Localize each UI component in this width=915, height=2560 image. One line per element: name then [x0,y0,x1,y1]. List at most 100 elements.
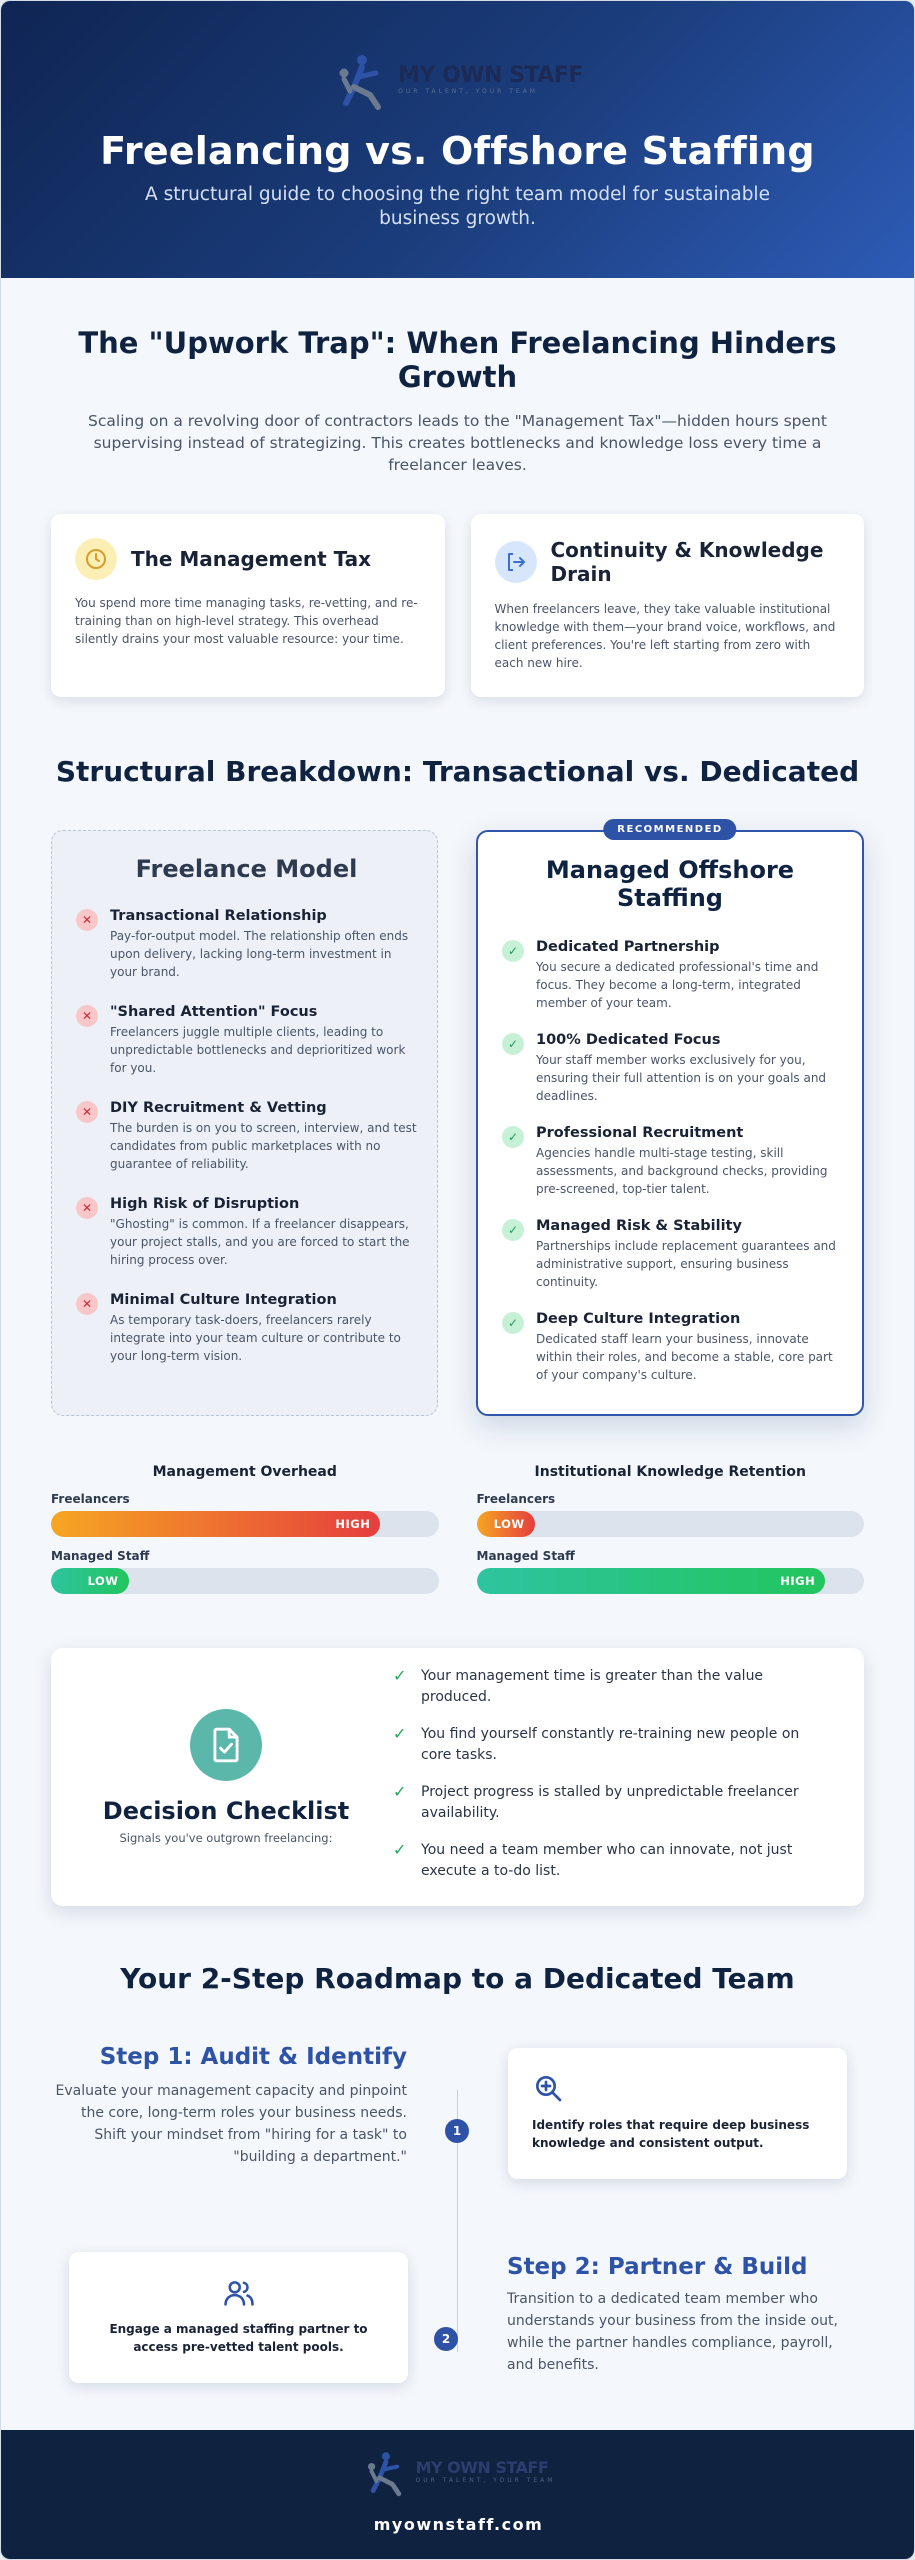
bar-level: LOW [87,1574,119,1588]
brand-tagline: OUR TALENT, YOUR TEAM [398,88,538,95]
bar-level: LOW [493,1517,525,1531]
item-text: Your staff member works exclusively for … [536,1053,827,1103]
decision-checklist: Decision Checklist Signals you've outgro… [51,1648,864,1906]
bar-group-title: Management Overhead [152,1464,337,1480]
exit-icon [494,541,537,583]
bar-label: Freelancers [51,1492,130,1506]
management-overhead-group: Management Overhead Freelancers HIGH Man… [51,1464,439,1594]
step-description: Evaluate your management capacity and pi… [55,2083,407,2165]
item-text: Agencies handle multi-stage testing, ski… [536,1146,828,1196]
item-title: Deep Culture Integration [536,1311,741,1327]
search-plus-icon [536,2076,562,2102]
page-title: Freelancing vs. Offshore Staffing [100,129,815,173]
item-title: 100% Dedicated Focus [536,1032,721,1048]
bar-label: Freelancers [476,1492,556,1506]
list-item: ✕ "Shared Attention" Focus Freelancers ju… [76,1003,417,1077]
item-title: "Shared Attention" Focus [110,1004,318,1020]
item-text: You secure a dedicated professional's ti… [536,960,819,1010]
x-icon: ✕ [76,909,98,931]
bar-label: Managed Staff [476,1549,575,1563]
list-item: ✕ Minimal Culture Integration As temporar… [76,1291,417,1365]
step-2-text: Step 2: Partner & Build Transition to a … [507,2254,847,2376]
trap-title: The "Upwork Trap": When Freelancing Hind… [78,326,837,394]
list-item: ✕ DIY Recruitment & Vetting The burden is… [76,1099,417,1173]
brand-tagline: OUR TALENT, YOUR TEAM [415,2477,556,2484]
card-text: When freelancers leave, they take valuab… [494,602,836,670]
checklist-item: ✓ Project progress is stalled by unpredic… [393,1782,828,1824]
check-icon: ✓ [502,1126,524,1148]
list-item: ✓ Dedicated Partnership You secure a dedi… [502,938,838,1012]
clock-icon [75,538,117,580]
knowledge-drain-card: Continuity & Knowledge Drain When freela… [470,514,864,697]
step-1-card: Identify roles that require deep busines… [508,2048,847,2179]
item-text: Freelancers juggle multiple clients, lea… [110,1025,406,1075]
checklist-item: ✓ You find yourself constantly re-trainin… [393,1724,828,1766]
roadmap-section: Your 2-Step Roadmap to a Dedicated Team … [1,1962,914,2442]
brand-logo: MY OWN STAFF OUR TALENT, YOUR TEAM [332,49,583,113]
logo-figure-icon [367,2452,401,2497]
bar-fill: HIGH [51,1511,381,1537]
checklist-text: Your management time is greater than the… [421,1668,764,1705]
list-item: ✕ High Risk of Disruption "Ghosting" is c… [76,1195,417,1269]
breakdown-title: Structural Breakdown: Transactional vs. … [55,755,860,788]
x-icon: ✕ [76,1101,98,1123]
bar-track: LOW [476,1511,864,1537]
x-icon: ✕ [76,1005,98,1027]
item-text: Pay-for-output model. The relationship o… [110,929,409,979]
bar-fill: HIGH [476,1568,826,1594]
logo-figure-icon [339,55,382,110]
step-1-marker: 1 [445,2119,469,2143]
check-icon: ✓ [502,1312,524,1334]
item-title: Professional Recruitment [536,1125,744,1141]
item-title: High Risk of Disruption [110,1196,300,1212]
document-check-icon [190,1709,262,1781]
knowledge-retention-group: Institutional Knowledge Retention Freela… [476,1464,864,1594]
item-title: Managed Risk & Stability [536,1218,742,1234]
list-item: ✓ Managed Risk & Stability Partnerships i… [502,1217,838,1291]
page-subtitle: A structural guide to choosing the right… [145,184,770,229]
item-text: Partnerships include replacement guarant… [536,1239,836,1289]
checklist-text: You find yourself constantly re-training… [421,1726,800,1763]
recommended-badge: RECOMMENDED [603,819,737,840]
check-icon: ✓ [502,940,524,962]
item-text: As temporary task-doers, freelancers rar… [110,1313,401,1363]
freelance-title: Freelance Model [135,855,358,883]
managed-staffing-panel: RECOMMENDED Managed Offshore Staffing ✓ … [476,819,864,1416]
bar-label: Managed Staff [51,1549,150,1563]
step-card-text: Identify roles that require deep busines… [532,2118,810,2150]
bar-track: HIGH [51,1511,439,1537]
brand-name: MY OWN STAFF [415,2458,549,2477]
check-icon: ✓ [393,1666,407,1685]
bar-group-title: Institutional Knowledge Retention [534,1464,806,1480]
bar-level: HIGH [780,1574,816,1588]
website-link[interactable]: myownstaff.com [373,2515,544,2534]
card-title: The Management Tax [131,547,372,571]
list-item: ✓ Professional Recruitment Agencies handl… [502,1124,838,1198]
check-icon: ✓ [502,1033,524,1055]
step-title: Step 2: Partner & Build [507,2254,808,2280]
item-text: Dedicated staff learn your business, inn… [536,1332,833,1382]
upwork-trap-section: The "Upwork Trap": When Freelancing Hind… [1,278,914,697]
bar-level: HIGH [335,1517,371,1531]
users-icon [223,2281,254,2306]
step-2-marker: 2 [434,2327,458,2351]
list-item: ✓ Deep Culture Integration Dedicated staf… [502,1310,838,1384]
x-icon: ✕ [76,1197,98,1219]
checklist-subtitle: Signals you've outgrown freelancing: [119,1831,333,1845]
checklist-item: ✓ Your management time is greater than th… [393,1666,828,1708]
check-icon: ✓ [393,1782,407,1801]
step-1-text: Step 1: Audit & Identify Evaluate your m… [47,2044,407,2168]
list-item: ✓ 100% Dedicated Focus Your staff member … [502,1031,838,1105]
step-2-card: Engage a managed staffing partner to acc… [69,2252,408,2383]
bar-fill: LOW [51,1568,129,1594]
timeline-line [457,2090,458,2352]
bar-track: HIGH [476,1568,864,1594]
item-text: "Ghosting" is common. If a freelancer di… [110,1217,410,1267]
checklist-item: ✓ You need a team member who can innovate… [393,1840,828,1882]
comparison-bars: Management Overhead Freelancers HIGH Man… [1,1464,914,1594]
footer: MY OWN STAFF OUR TALENT, YOUR TEAM myown… [1,2430,914,2559]
item-title: Dedicated Partnership [536,939,720,955]
item-text: The burden is on you to screen, intervie… [110,1121,417,1171]
item-title: DIY Recruitment & Vetting [110,1100,327,1116]
